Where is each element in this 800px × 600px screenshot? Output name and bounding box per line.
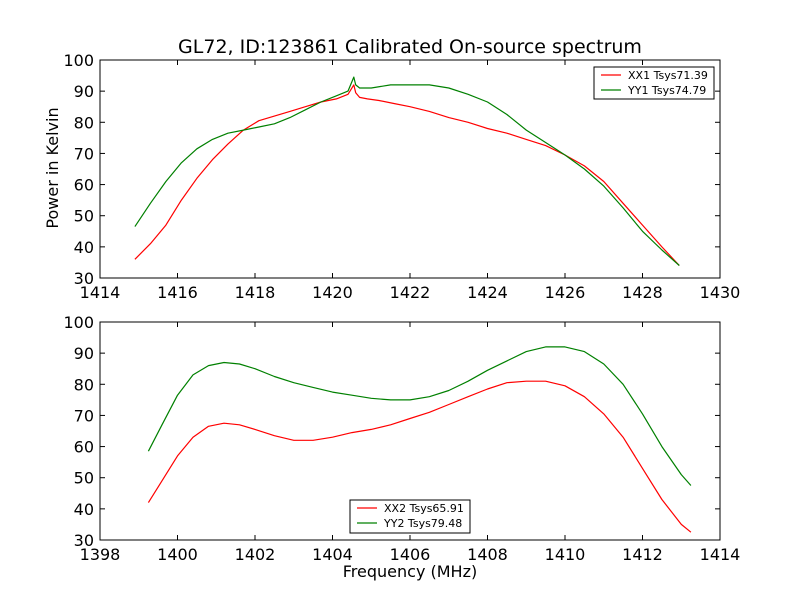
x-axis-label: Frequency (MHz) — [343, 562, 477, 581]
series-line-yy1 — [134, 76, 680, 266]
series-line-xx2 — [147, 380, 692, 533]
legend-entry: XX2 Tsys65.91 — [384, 502, 464, 515]
y-tick-label: 50 — [74, 469, 94, 488]
y-axis-label: Power in Kelvin — [43, 107, 62, 228]
x-tick-label: 1410 — [545, 545, 586, 564]
legend-box — [593, 66, 715, 100]
x-tick-label: 1416 — [157, 283, 198, 302]
x-tick-label: 1400 — [157, 545, 198, 564]
x-tick-label: 1398 — [80, 545, 121, 564]
y-tick-label: 30 — [74, 531, 94, 550]
legend-entry: YY1 Tsys74.79 — [627, 84, 706, 97]
y-tick-label: 50 — [74, 207, 94, 226]
y-tick-label: 30 — [74, 269, 94, 288]
x-tick-label: 1418 — [235, 283, 276, 302]
x-tick-label: 1404 — [312, 545, 353, 564]
y-tick-label: 90 — [74, 344, 94, 363]
top-plot: 1414 1416 1418 1420 1422 1424 1426 1428 1430 30 40… — [63, 51, 740, 302]
y-tick-label: 70 — [74, 406, 94, 425]
x-tick-label: 1422 — [390, 283, 431, 302]
y-tick-label: 40 — [74, 238, 94, 257]
figure-title: GL72, ID:123861 Calibrated On-source spe… — [178, 36, 642, 58]
y-tick-label: 100 — [63, 313, 94, 332]
x-tick-label: 1414 — [700, 545, 741, 564]
y-tick-label: 60 — [74, 176, 94, 195]
legend: XX1 Tsys71.39 YY1 Tsys74.79 — [593, 66, 715, 100]
y-tick-label: 60 — [74, 438, 94, 457]
x-tick-label: 1420 — [312, 283, 353, 302]
x-tick-label: 1430 — [700, 283, 741, 302]
x-tick-label: 1414 — [80, 283, 121, 302]
x-tick-label: 1426 — [545, 283, 586, 302]
legend: XX2 Tsys65.91 YY2 Tsys79.48 — [349, 499, 471, 534]
bottom-plot: 1398 1400 1402 1404 1406 1408 1410 1412 1414 30 40… — [63, 313, 740, 564]
y-tick-label: 90 — [74, 82, 94, 101]
y-tick-label: 80 — [74, 113, 94, 132]
legend-entry: YY2 Tsys79.48 — [383, 517, 462, 530]
legend-box — [349, 499, 471, 534]
x-tick-label: 1412 — [622, 545, 663, 564]
series-line-yy2 — [147, 346, 692, 486]
y-tick-label: 70 — [74, 144, 94, 163]
legend-entry: XX1 Tsys71.39 — [628, 69, 708, 82]
y-tick-label: 100 — [63, 51, 94, 70]
y-tick-label: 80 — [74, 375, 94, 394]
x-tick-label: 1428 — [622, 283, 663, 302]
x-tick-label: 1402 — [235, 545, 276, 564]
y-tick-label: 40 — [74, 500, 94, 519]
x-tick-label: 1408 — [467, 545, 508, 564]
x-tick-label: 1406 — [390, 545, 431, 564]
x-tick-label: 1424 — [467, 283, 508, 302]
